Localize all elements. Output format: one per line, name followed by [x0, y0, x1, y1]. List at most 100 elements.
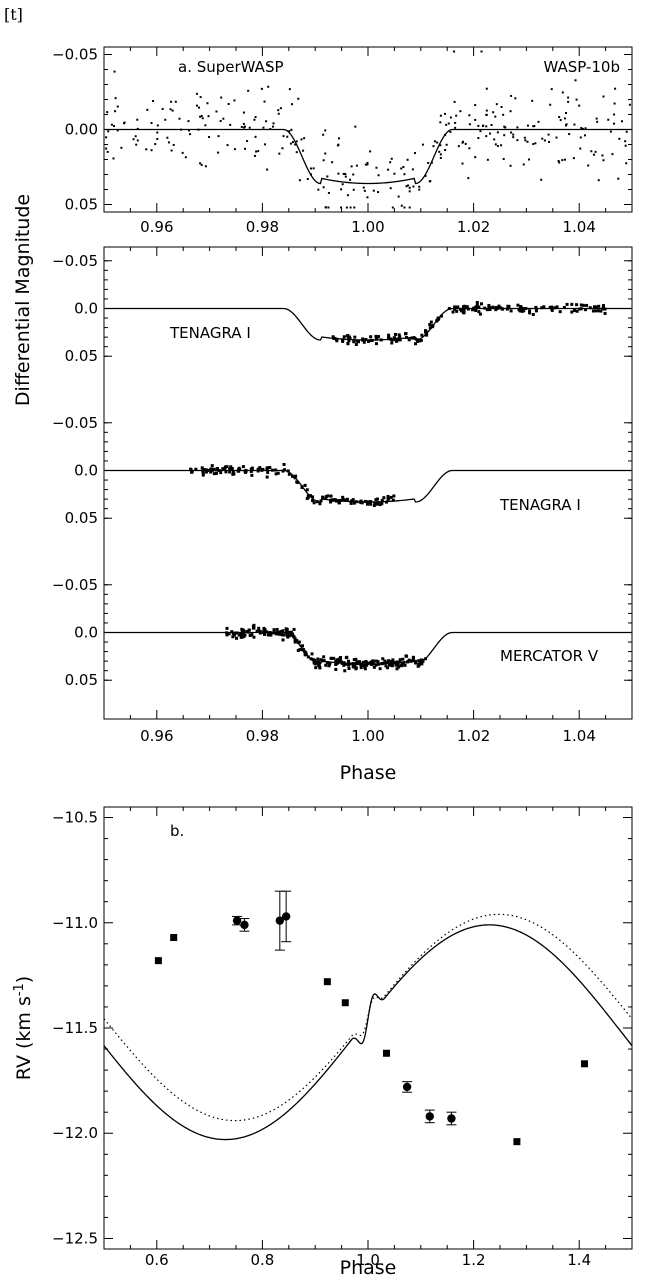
data-point [253, 118, 256, 121]
tenagra-2-label: TENAGRA I [499, 496, 581, 514]
data-point [337, 143, 340, 146]
data-point [550, 88, 553, 91]
data-point [166, 136, 169, 139]
data-point [237, 469, 241, 473]
data-point [485, 135, 488, 138]
data-point [501, 307, 505, 311]
data-point [329, 494, 333, 498]
data-point [439, 114, 442, 117]
data-point [584, 308, 588, 312]
data-point [402, 166, 405, 168]
data-point [204, 470, 208, 474]
data-point [548, 140, 551, 143]
data-point [201, 117, 204, 120]
data-point [229, 123, 232, 126]
data-point [195, 104, 198, 107]
data-point [480, 50, 483, 53]
rv-square-point [323, 978, 331, 986]
data-point [374, 663, 378, 667]
data-point [596, 120, 599, 123]
data-point [326, 175, 329, 178]
data-point [341, 495, 345, 499]
data-point [524, 139, 527, 142]
data-point [522, 163, 525, 166]
data-point [198, 106, 201, 109]
data-point [594, 150, 597, 153]
data-point [341, 339, 345, 343]
data-point [242, 111, 245, 114]
data-point [468, 147, 471, 150]
data-point [269, 633, 273, 637]
data-point [579, 147, 582, 150]
data-point [169, 108, 172, 111]
data-point [397, 333, 401, 337]
data-point [319, 658, 323, 662]
data-point [341, 497, 345, 501]
data-point [116, 105, 119, 108]
data-point [277, 112, 280, 115]
x-tick-label: 0.6 [145, 1251, 169, 1269]
y-tick-label: −0.05 [52, 414, 98, 432]
data-point [611, 153, 614, 156]
data-point [374, 342, 378, 346]
data-point [528, 311, 532, 315]
data-point [419, 658, 423, 662]
data-point [396, 663, 400, 667]
data-point [562, 306, 566, 310]
data-point [362, 186, 365, 189]
mercator-label: MERCATOR V [500, 647, 599, 665]
mercator-panel: −0.05 0.0 0.05 0.96 0.98 1.00 1.02 1.04 MERCATO… [52, 247, 633, 745]
data-point [344, 173, 347, 176]
data-point [281, 629, 285, 633]
data-point [389, 161, 392, 164]
data-point [602, 159, 605, 162]
data-point [388, 663, 392, 667]
data-point [294, 474, 298, 478]
data-point [456, 305, 460, 309]
data-point [565, 112, 567, 114]
data-point [453, 100, 456, 103]
data-point [414, 659, 418, 663]
rv-ylabel-end: ) [13, 976, 35, 983]
y-tick-label: −0.05 [52, 576, 98, 594]
data-point [252, 626, 256, 630]
data-point [543, 139, 546, 142]
data-point [563, 117, 566, 120]
data-point [334, 662, 338, 666]
data-point [235, 636, 239, 640]
x-tick-label: 1.04 [562, 218, 595, 236]
data-point [275, 627, 279, 631]
data-point [250, 473, 254, 477]
superwasp-points [105, 50, 631, 209]
data-point [322, 659, 326, 663]
data-point [613, 113, 616, 116]
data-point [318, 666, 322, 670]
data-point [624, 140, 627, 143]
data-point [485, 308, 489, 312]
data-point [565, 123, 568, 126]
data-point [181, 151, 184, 154]
data-point [516, 303, 520, 307]
data-point [510, 131, 513, 134]
data-point [374, 498, 378, 502]
data-point [293, 640, 297, 644]
data-point [306, 495, 310, 499]
mercator-points [225, 623, 428, 673]
data-point [407, 338, 411, 342]
data-point [364, 660, 368, 664]
rv-square-point [580, 1060, 588, 1068]
data-point [297, 97, 300, 100]
data-point [361, 660, 365, 664]
data-point [135, 143, 138, 146]
data-point [594, 309, 598, 313]
superwasp-label: a. SuperWASP [178, 58, 284, 76]
data-point [341, 183, 344, 186]
y-tick-label: −0.05 [52, 46, 98, 64]
data-point [434, 140, 437, 143]
data-point [312, 501, 316, 505]
data-point [593, 305, 597, 309]
data-point [352, 188, 355, 191]
data-point [265, 475, 269, 479]
data-point [339, 656, 343, 660]
data-point [248, 634, 252, 638]
